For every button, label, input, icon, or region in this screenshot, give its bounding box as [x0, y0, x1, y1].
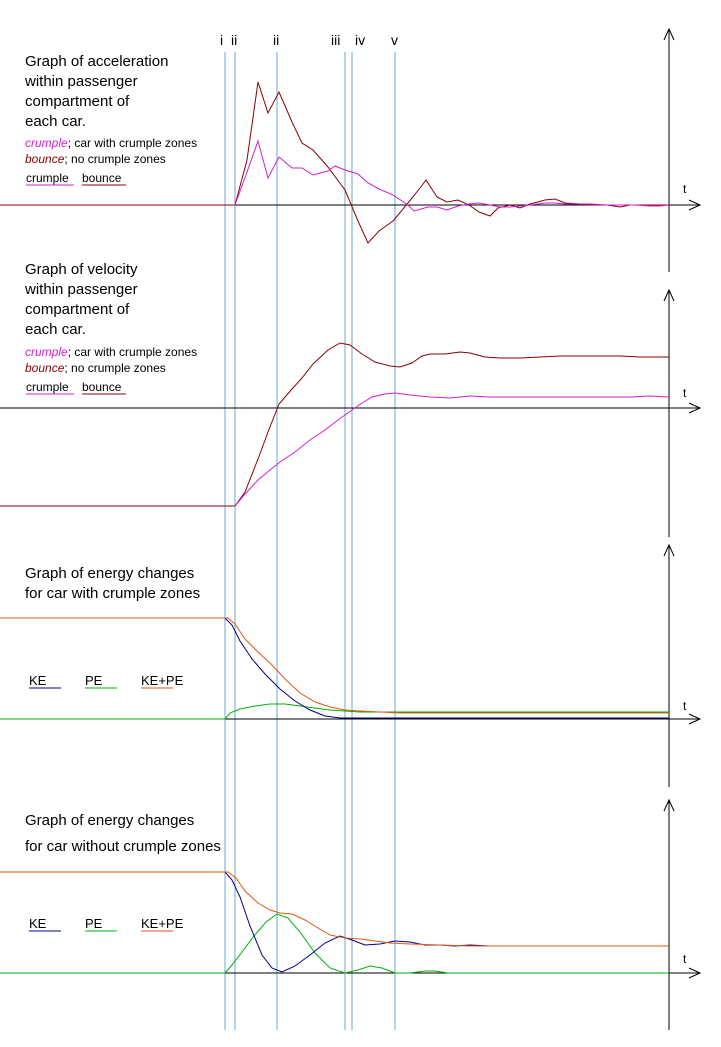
title-line: Graph of energy changes [25, 565, 194, 582]
event-markers: i ii ii iii iv v [220, 32, 398, 48]
legend-pe-label: PE [85, 673, 103, 688]
title-line: Graph of acceleration [25, 53, 168, 70]
legend-ke-label: KE [29, 916, 47, 931]
energy-no-crumple-x-arrow [688, 967, 702, 979]
acceleration-title: Graph of acceleration within passenger c… [24, 53, 168, 130]
legend-pe-label: PE [85, 916, 103, 931]
acceleration-bounce-curve [0, 81, 669, 244]
velocity-bounce-curve [0, 342, 669, 507]
energy-crumple-title: Graph of energy changes for car with cru… [25, 565, 200, 602]
marker-i: i [220, 32, 223, 48]
energy-crumple-axis-t: t [683, 699, 687, 713]
legend-crumple-label: crumple [26, 171, 69, 185]
energy-crumple-x-arrow [688, 713, 702, 725]
energy-crumple-y-arrow [663, 543, 675, 557]
marker-ii-a: ii [231, 32, 237, 48]
marker-iv: iv [355, 32, 365, 48]
acceleration-axis-t: t [683, 182, 687, 196]
legend-total-label: KE+PE [141, 916, 184, 931]
marker-iii: iii [331, 32, 340, 48]
acceleration-y-arrow [663, 27, 675, 41]
note-crumple: crumple; car with crumple zones [25, 136, 197, 150]
title-line: for car without crumple zones [25, 838, 221, 855]
legend-total-label: KE+PE [141, 673, 184, 688]
title-line: compartment of [25, 301, 130, 318]
note-bounce: bounce; no crumple zones [25, 152, 166, 166]
energy-no-crumple-total-curve [0, 871, 669, 947]
note-crumple: crumple; car with crumple zones [25, 345, 197, 359]
acceleration-x-arrow [688, 199, 702, 211]
marker-v: v [391, 32, 398, 48]
title-line: within passenger [24, 73, 138, 90]
acceleration-panel: Graph of acceleration within passenger c… [0, 27, 702, 272]
title-line: compartment of [25, 93, 130, 110]
velocity-y-arrow [663, 288, 675, 302]
energy-no-crumple-pe-curve [0, 913, 669, 974]
energy-no-crumple-y-arrow [663, 798, 675, 812]
legend-ke-label: KE [29, 673, 47, 688]
note-bounce: bounce; no crumple zones [25, 361, 166, 375]
event-guide-lines [224, 52, 396, 1030]
acceleration-crumple-curve [234, 139, 670, 212]
title-line: for car with crumple zones [25, 585, 200, 602]
energy-no-crumple-title: Graph of energy changes for car without … [25, 812, 221, 855]
energy-crumple-panel: Graph of energy changes for car with cru… [0, 543, 702, 787]
marker-ii-b: ii [273, 32, 279, 48]
velocity-x-arrow [688, 402, 702, 414]
legend-bounce-label: bounce [82, 380, 122, 394]
energy-crumple-total-curve [0, 617, 669, 714]
energy-no-crumple-panel: Graph of energy changes for car without … [0, 798, 702, 1030]
title-line: Graph of velocity [25, 261, 138, 278]
title-line: Graph of energy changes [25, 812, 194, 829]
legend-bounce-label: bounce [82, 171, 122, 185]
velocity-panel: Graph of velocity within passenger compa… [0, 261, 702, 537]
velocity-crumple-curve [234, 392, 670, 507]
energy-crumple-ke-curve [0, 617, 669, 719]
energy-crumple-pe-curve [0, 703, 669, 720]
energy-no-crumple-axis-t: t [683, 952, 687, 966]
velocity-title: Graph of velocity within passenger compa… [24, 261, 138, 338]
title-line: each car. [25, 321, 86, 338]
energy-no-crumple-ke-curve [0, 871, 565, 973]
legend-crumple-label: crumple [26, 380, 69, 394]
velocity-axis-t: t [683, 386, 687, 400]
title-line: each car. [25, 113, 86, 130]
title-line: within passenger [24, 281, 138, 298]
